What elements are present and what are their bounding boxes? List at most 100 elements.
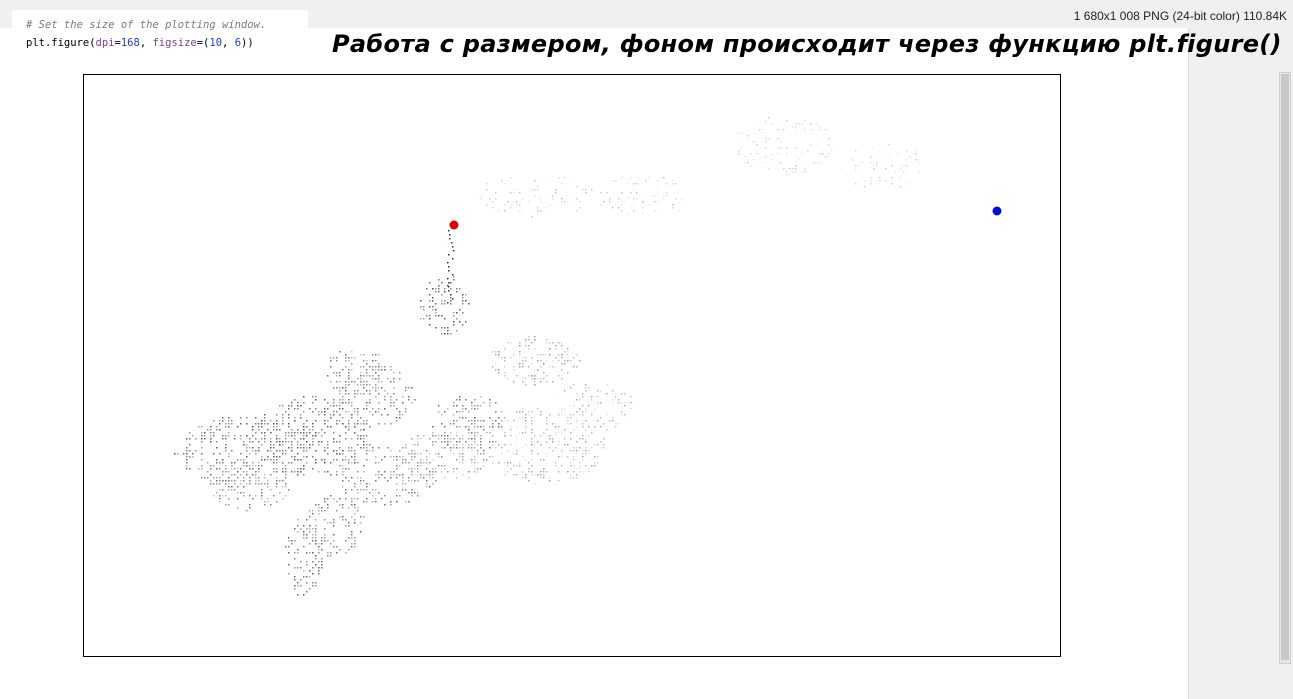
walk-point (636, 198, 638, 200)
walk-point (219, 483, 221, 485)
vertical-scrollbar[interactable] (1279, 72, 1291, 664)
walk-point (294, 579, 296, 581)
walk-point (351, 414, 353, 416)
walk-point (264, 414, 266, 416)
walk-point (336, 381, 338, 383)
walk-point (345, 519, 347, 521)
walk-point (462, 405, 464, 407)
walk-point (846, 174, 848, 176)
walk-point (924, 168, 926, 170)
walk-point (315, 585, 317, 587)
walk-point (498, 354, 500, 356)
walk-point (390, 423, 392, 425)
walk-point (540, 378, 542, 380)
walk-point (411, 495, 413, 497)
walk-point (570, 465, 572, 467)
walk-point (816, 144, 818, 146)
walk-point (915, 150, 917, 152)
walk-point (282, 462, 284, 464)
walk-point (459, 453, 461, 455)
walk-point (423, 477, 425, 479)
walk-point (321, 411, 323, 413)
walk-point (522, 378, 524, 380)
walk-point (762, 129, 764, 131)
walk-point (333, 432, 335, 434)
walk-point (549, 414, 551, 416)
walk-point (285, 432, 287, 434)
walk-point (513, 366, 515, 368)
walk-point (321, 567, 323, 569)
walk-point (348, 411, 350, 413)
walk-point (267, 501, 269, 503)
walk-point (390, 474, 392, 476)
walk-point (567, 444, 569, 446)
walk-point (546, 423, 548, 425)
walk-point (651, 195, 653, 197)
walk-point (312, 423, 314, 425)
scrollbar-thumb[interactable] (1281, 74, 1289, 660)
walk-point (414, 480, 416, 482)
walk-point (282, 414, 284, 416)
walk-point (564, 444, 566, 446)
walk-point (894, 186, 896, 188)
walk-point (447, 302, 449, 304)
walk-point (456, 291, 458, 293)
walk-point (663, 207, 665, 209)
walk-point (588, 438, 590, 440)
walk-point (246, 471, 248, 473)
walk-point (573, 414, 575, 416)
walk-point (555, 348, 557, 350)
walk-point (258, 423, 260, 425)
walk-point (564, 351, 566, 353)
walk-point (504, 210, 506, 212)
walk-point (213, 465, 215, 467)
walk-point (327, 375, 329, 377)
walk-point (345, 552, 347, 554)
walk-point (363, 393, 365, 395)
walk-point (561, 414, 563, 416)
walk-point (597, 462, 599, 464)
walk-point (477, 195, 479, 197)
walk-point (363, 420, 365, 422)
walk-point (537, 378, 539, 380)
walk-point (330, 360, 332, 362)
walk-point (537, 210, 539, 212)
walk-point (225, 468, 227, 470)
walk-point (345, 540, 347, 542)
walk-point (378, 381, 380, 383)
walk-point (324, 411, 326, 413)
walk-point (528, 345, 530, 347)
walk-point (312, 426, 314, 428)
walk-point (201, 435, 203, 437)
walk-point (315, 408, 317, 410)
walk-point (624, 414, 626, 416)
walk-point (579, 423, 581, 425)
walk-point (189, 468, 191, 470)
walk-point (513, 369, 515, 371)
walk-point (795, 156, 797, 158)
walk-point (789, 174, 791, 176)
walk-point (531, 429, 533, 431)
walk-point (474, 456, 476, 458)
walk-point (312, 552, 314, 554)
walk-point (759, 129, 761, 131)
walk-point (504, 417, 506, 419)
walk-point (825, 135, 827, 137)
walk-point (501, 180, 503, 182)
walk-point (453, 276, 455, 278)
walk-point (546, 441, 548, 443)
walk-point (411, 444, 413, 446)
walk-point (288, 489, 290, 491)
walk-point (258, 462, 260, 464)
walk-point (393, 378, 395, 380)
walk-point (339, 402, 341, 404)
walk-point (588, 195, 590, 197)
walk-point (342, 396, 344, 398)
walk-point (555, 357, 557, 359)
code-cell[interactable]: # Set the size of the plotting window. p… (12, 10, 308, 56)
walk-point (312, 567, 314, 569)
walk-point (345, 468, 347, 470)
walk-point (456, 330, 458, 332)
walk-point (438, 405, 440, 407)
walk-point (360, 381, 362, 383)
